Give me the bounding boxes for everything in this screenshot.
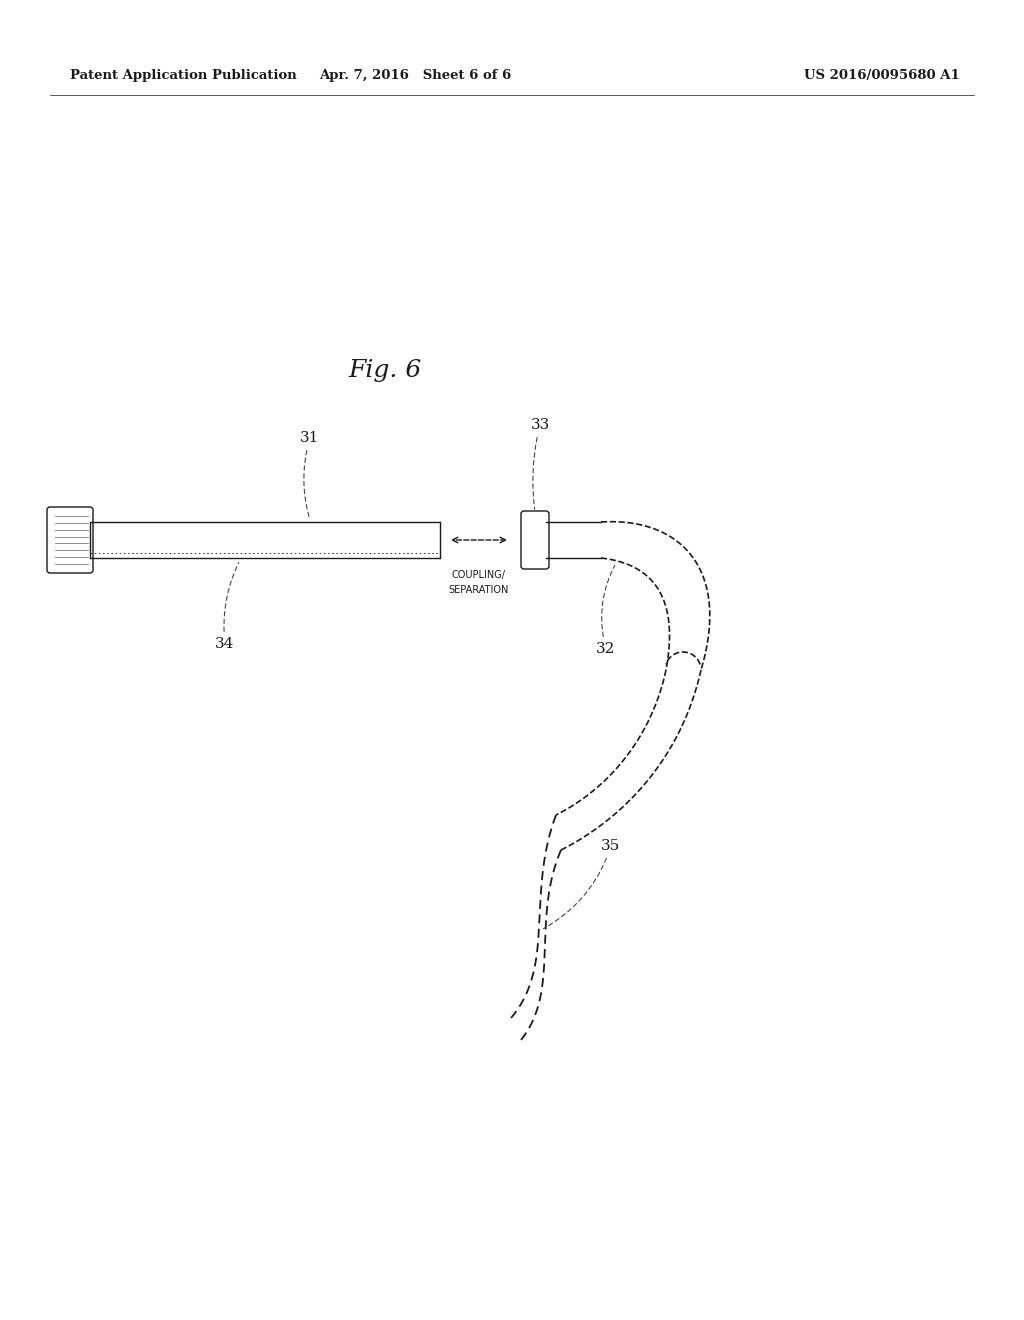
Text: Apr. 7, 2016   Sheet 6 of 6: Apr. 7, 2016 Sheet 6 of 6 — [318, 69, 511, 82]
Text: Fig. 6: Fig. 6 — [348, 359, 422, 381]
Text: 35: 35 — [544, 840, 621, 929]
Text: 34: 34 — [215, 562, 239, 651]
Text: Patent Application Publication: Patent Application Publication — [70, 69, 297, 82]
Text: COUPLING/: COUPLING/ — [452, 570, 506, 579]
Text: US 2016/0095680 A1: US 2016/0095680 A1 — [804, 69, 961, 82]
Text: 32: 32 — [596, 565, 615, 656]
Text: 33: 33 — [530, 418, 550, 510]
Text: 31: 31 — [300, 432, 319, 517]
Text: SEPARATION: SEPARATION — [449, 585, 509, 595]
